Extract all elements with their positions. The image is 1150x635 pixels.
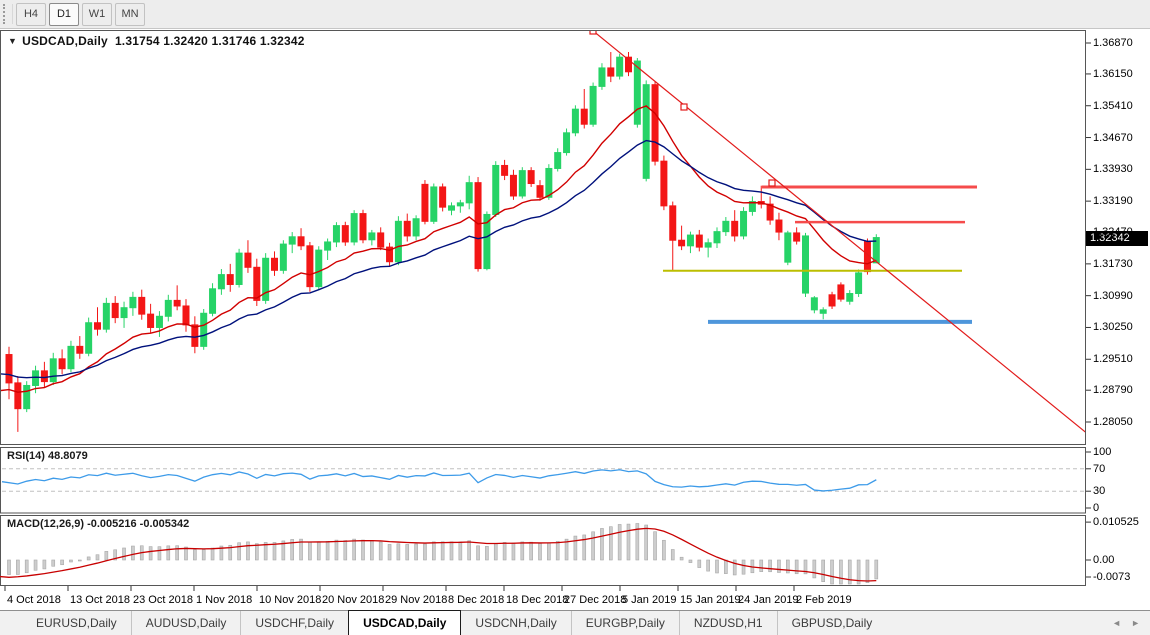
ohlc-readout: 1.31754 1.32420 1.31746 1.32342 — [114, 34, 305, 48]
chart-tab-audusd[interactable]: AUDUSD,Daily — [130, 611, 241, 635]
timeframe-button-mn[interactable]: MN — [115, 2, 145, 26]
macd-histogram — [7, 523, 879, 585]
timeframe-toolbar: H4 D1 W1 MN — [0, 0, 1150, 29]
date-axis-label: 5 Jan 2019 — [622, 594, 677, 606]
date-axis-label: 20 Nov 2018 — [322, 594, 385, 606]
price-axis-label: 1.29510 — [1093, 353, 1133, 366]
timeframe-button-w1[interactable]: W1 — [82, 2, 112, 26]
chart-title: ▼ USDCAD,Daily 1.31754 1.32420 1.31746 1.… — [8, 34, 305, 48]
toolbar-grip-icon[interactable] — [3, 4, 13, 24]
timeframe-button-d1[interactable]: D1 — [49, 2, 79, 26]
tab-scroll-right-icon[interactable]: ► — [1131, 618, 1140, 628]
chart-tab-usdcnh[interactable]: USDCNH,Daily — [475, 616, 557, 630]
price-axis-label: 1.34670 — [1093, 131, 1133, 144]
price-axis-label: 1.30990 — [1093, 289, 1133, 302]
current-price-tag: 1.32342 — [1086, 230, 1148, 246]
date-axis-label: 10 Nov 2018 — [259, 594, 322, 606]
price-axis-label: 1.36870 — [1093, 37, 1133, 49]
date-axis-label: 18 Dec 2018 — [506, 594, 569, 606]
rsi-indicator-label: RSI(14) 48.8079 — [7, 450, 88, 462]
rsi-line — [1, 469, 877, 492]
date-axis-label: 2 Feb 2019 — [796, 594, 852, 606]
price-axis-label: 1.31730 — [1093, 257, 1133, 270]
descending-trendline[interactable] — [592, 30, 1100, 444]
chart-tab-eurusd[interactable]: EURUSD,Daily — [36, 616, 117, 630]
price-axis-label: 1.30250 — [1093, 321, 1133, 334]
rsi-axis-label: 100 — [1093, 446, 1112, 458]
macd-axis-label: -0.0073 — [1093, 571, 1131, 583]
chart-tab-bar: EURUSD,Daily AUDUSD,Daily USDCHF,Daily USDC… — [0, 610, 1150, 635]
chart-tab-usdchf[interactable]: USDCHF,Daily — [240, 611, 348, 635]
macd-indicator-label: MACD(12,26,9) -0.005216 -0.005342 — [7, 518, 190, 530]
tab-scroll-arrows: ◄ ► — [1112, 611, 1150, 635]
price-axis-label: 1.36150 — [1093, 67, 1133, 80]
rsi-axis-label: 30 — [1093, 485, 1106, 498]
trendline-handle[interactable] — [589, 28, 597, 35]
tab-scroll-left-icon[interactable]: ◄ — [1112, 618, 1122, 628]
macd-panel[interactable] — [0, 515, 1086, 586]
rsi-panel[interactable] — [0, 447, 1086, 514]
price-axis-label: 1.28050 — [1093, 415, 1133, 428]
main-plot-layer — [1, 28, 1100, 444]
trendline-handle[interactable] — [768, 179, 776, 187]
trendline-handle[interactable] — [680, 103, 688, 111]
price-axis-label: 1.28790 — [1093, 384, 1133, 397]
price-axis-label: 1.33930 — [1093, 163, 1133, 176]
date-axis-label: 23 Oct 2018 — [133, 594, 193, 606]
symbol-label: USDCAD,Daily — [22, 34, 108, 48]
chart-tab-eurgbp[interactable]: EURGBP,Daily — [570, 611, 679, 635]
price-axis-label: 1.32470 — [1093, 226, 1133, 239]
date-axis-label: 13 Oct 2018 — [70, 594, 130, 606]
candles-layer — [5, 52, 880, 432]
macd-axis-label: 0.010525 — [1093, 516, 1139, 529]
symbol-dropdown-icon[interactable]: ▼ — [8, 36, 18, 46]
rsi-axis-label: 70 — [1093, 462, 1106, 475]
date-axis-label: 15 Jan 2019 — [680, 594, 741, 606]
date-axis-label: 4 Oct 2018 — [7, 594, 61, 606]
timeframe-buttons: H4 D1 W1 MN — [13, 2, 145, 26]
date-axis-label: 27 Dec 2018 — [564, 594, 627, 606]
timeframe-button-h4[interactable]: H4 — [16, 2, 46, 26]
price-axis-label: 1.35410 — [1093, 99, 1133, 112]
date-axis-label: 8 Dec 2018 — [448, 594, 505, 606]
macd-axis-label: 0.00 — [1093, 554, 1115, 566]
macd-signal-line — [0, 527, 877, 582]
ma-slow-line — [1, 139, 877, 379]
chart-canvas[interactable] — [0, 0, 1150, 610]
date-axis-label: 1 Nov 2018 — [196, 594, 253, 606]
ma-fast-line — [1, 105, 877, 393]
price-axis-label: 1.33190 — [1093, 195, 1133, 208]
chart-tab-usdcad[interactable]: USDCAD,Daily — [348, 610, 462, 635]
main-chart-panel[interactable] — [0, 30, 1086, 445]
rsi-axis-label: 0 — [1093, 502, 1100, 514]
date-axis-label: 29 Nov 2018 — [385, 594, 448, 606]
date-axis-label: 24 Jan 2019 — [738, 594, 799, 606]
chart-tab-nzdusd[interactable]: NZDUSD,H1 — [678, 611, 777, 635]
chart-tab-gbpusd[interactable]: GBPUSD,Daily — [776, 611, 887, 635]
